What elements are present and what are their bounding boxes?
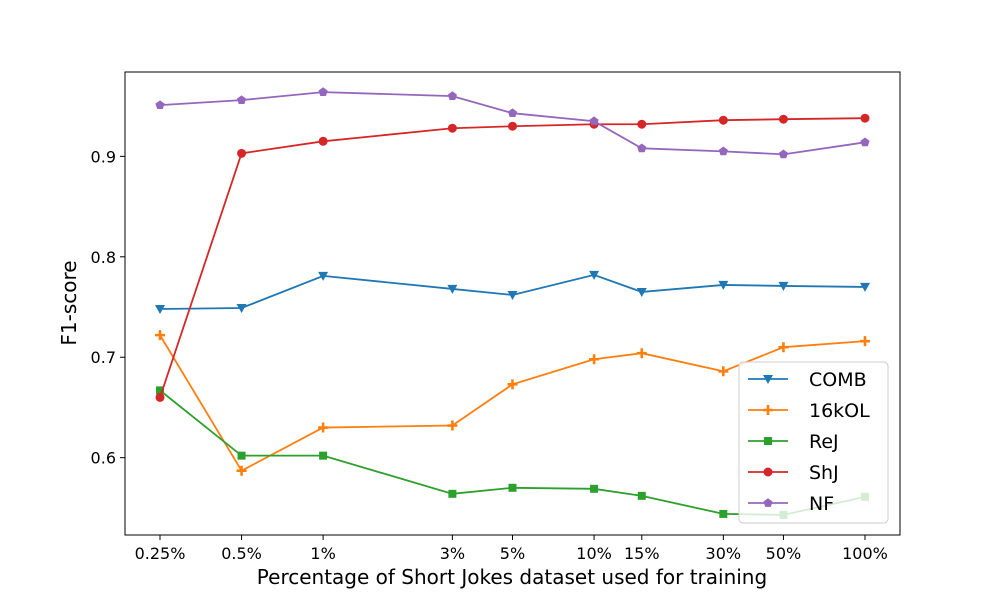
data-point-comb: [236, 304, 247, 314]
x-tick-label: 5%: [500, 544, 525, 563]
data-point-nf: [589, 116, 599, 126]
series-16kol: [155, 330, 870, 476]
data-point-rej: [508, 483, 517, 492]
data-point-16kol: [507, 379, 518, 390]
series-line-nf: [159, 91, 866, 156]
data-point-16kol: [155, 330, 165, 341]
data-point-shj: [508, 121, 517, 131]
data-point-shj: [447, 123, 457, 133]
x-tick-label: 15%: [624, 544, 660, 563]
x-tick-label: 0.25%: [135, 544, 186, 563]
series-line-16kol: [159, 334, 866, 472]
data-point-comb: [318, 271, 329, 281]
data-point-comb: [778, 281, 789, 291]
legend-entry-rej: ReJ: [748, 431, 839, 453]
y-axis-label: F1-score: [57, 260, 81, 345]
data-point-rej: [590, 484, 599, 493]
x-tick-label: 30%: [706, 544, 742, 563]
data-point-16kol: [236, 465, 247, 476]
data-point-16kol: [636, 348, 647, 359]
data-point-comb: [718, 280, 729, 290]
data-point-rej: [237, 451, 246, 460]
legend-box: [738, 361, 889, 524]
data-point-shj: [155, 392, 165, 402]
data-point-nf: [237, 95, 247, 104]
data-point-shj: [237, 148, 247, 158]
data-point-16kol: [589, 354, 600, 365]
data-point-nf: [447, 91, 457, 100]
data-point-comb: [860, 282, 870, 292]
legend-marker-rej: [764, 437, 772, 445]
data-point-rej: [156, 386, 164, 395]
data-point-shj: [860, 113, 870, 123]
x-tick-label: 10%: [576, 544, 612, 563]
plot-area: [155, 87, 870, 519]
x-tick-label: 0.5%: [221, 544, 262, 563]
data-point-comb: [447, 284, 458, 294]
legend-label: 16kOL: [809, 400, 870, 422]
y-tick-label: 0.6: [91, 449, 116, 468]
data-point-nf: [718, 146, 728, 156]
data-point-nf: [778, 149, 788, 159]
data-point-16kol: [447, 420, 458, 431]
x-axis-label: Percentage of Short Jokes dataset used f…: [257, 565, 767, 589]
data-point-nf: [155, 100, 165, 110]
data-point-16kol: [718, 366, 729, 377]
x-tick-label: 1%: [310, 544, 335, 563]
series-nf: [155, 87, 870, 159]
legend-entry-shj: ShJ: [748, 462, 839, 484]
x-tick-label: 50%: [766, 544, 802, 563]
legend-entry-comb: COMB: [748, 369, 867, 391]
data-point-rej: [448, 489, 457, 498]
legend-label: COMB: [809, 369, 867, 391]
series-line-shj: [159, 117, 866, 398]
legend: COMB 16kOL ReJ ShJ NF: [738, 361, 889, 524]
legend-label: ShJ: [809, 462, 839, 484]
series-line-comb: [159, 273, 866, 310]
data-point-comb: [507, 290, 518, 300]
data-point-nf: [637, 143, 647, 153]
legend-marker-shj: [763, 467, 773, 477]
legend-marker-nf: [763, 498, 773, 507]
y-tick-label: 0.8: [91, 248, 116, 267]
legend-marker-16kol: [763, 405, 773, 415]
legend-marker-comb: [763, 375, 773, 384]
x-tick-label: 3%: [440, 544, 465, 563]
x-tick-label: 100%: [842, 544, 888, 563]
data-point-16kol: [778, 342, 789, 353]
legend-entry-16kol: 16kOL: [748, 400, 870, 422]
data-point-16kol: [860, 336, 870, 347]
data-point-nf: [860, 137, 870, 147]
data-point-rej: [637, 491, 646, 500]
series-shj: [155, 113, 870, 402]
legend-label: ReJ: [809, 431, 839, 453]
y-tick-label: 0.9: [91, 147, 116, 166]
legend-label: NF: [809, 493, 834, 515]
data-point-nf: [507, 108, 518, 118]
y-axis: 0.6 0.7 0.8 0.9: [91, 147, 125, 468]
y-tick-label: 0.7: [91, 348, 116, 367]
data-point-nf: [318, 87, 328, 96]
data-point-shj: [637, 119, 647, 129]
data-point-shj: [318, 136, 328, 146]
data-point-rej: [319, 451, 328, 460]
data-point-comb: [589, 270, 600, 280]
legend-entry-nf: NF: [748, 493, 834, 515]
x-axis: 0.25% 0.5% 1% 3% 5% 10% 15% 30% 50% 100%: [135, 535, 888, 563]
data-point-16kol: [318, 422, 329, 433]
data-point-rej: [719, 509, 728, 518]
data-point-comb: [636, 287, 647, 297]
data-point-comb: [155, 305, 165, 315]
data-point-shj: [778, 114, 788, 124]
data-point-shj: [718, 115, 728, 125]
series-comb: [155, 270, 870, 315]
